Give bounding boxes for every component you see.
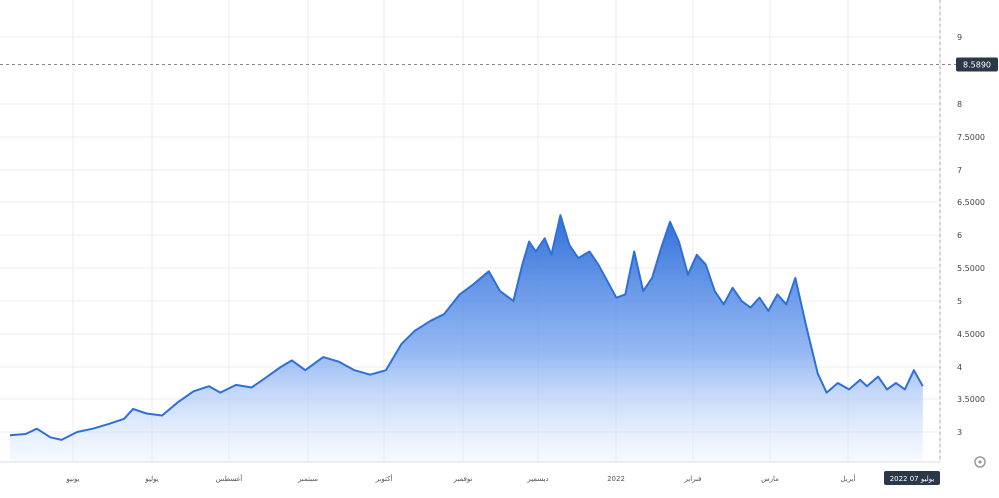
x-tick-label: ديسمبر [526,475,548,483]
x-tick-label: 2022 [607,475,625,483]
y-tick-label: 6.5000 [957,198,985,207]
y-tick-label: 4.5000 [957,330,985,339]
y-axis-ticks: 3 3.5000 4 4.5000 5 5.5000 6 6.5000 7 7.5000 8 9 [957,33,985,437]
x-tick-label: أكتوبر [375,474,393,483]
current-date-badge: 2022 07 يوليو [884,471,940,485]
x-tick-label: مارس [761,475,779,483]
x-tick-label: سبتمبر [297,475,318,483]
x-tick-label: نوفمبر [453,475,473,483]
settings-gear-icon[interactable] [974,456,986,468]
last-value-badge: 8.5890 [956,57,998,72]
y-tick-label: 5.5000 [957,264,985,273]
series-area [10,215,923,462]
x-tick-label: يوليو [144,475,158,483]
y-tick-label: 5 [957,297,962,306]
current-date-label: 2022 07 يوليو [890,475,935,483]
y-tick-label: 3.5000 [957,395,985,404]
y-tick-label: 6 [957,231,962,240]
x-tick-label: يونيو [65,475,79,483]
series-line [9,214,924,441]
x-tick-label: أغسطس [216,474,243,483]
y-tick-label: 9 [957,33,962,42]
x-axis-ticks: يونيو يوليو أغسطس سبتمبر أكتوبر نوفمبر ديسمبر 2… [65,474,855,483]
x-tick-label: أبريل [840,474,855,483]
last-value-label: 8.5890 [963,61,991,70]
y-tick-label: 7.5000 [957,133,985,142]
y-tick-label: 7 [957,166,962,175]
y-tick-label: 8 [957,100,962,109]
y-tick-label: 4 [957,363,962,372]
y-tick-label: 3 [957,428,962,437]
x-tick-label: فبراير [683,475,701,483]
